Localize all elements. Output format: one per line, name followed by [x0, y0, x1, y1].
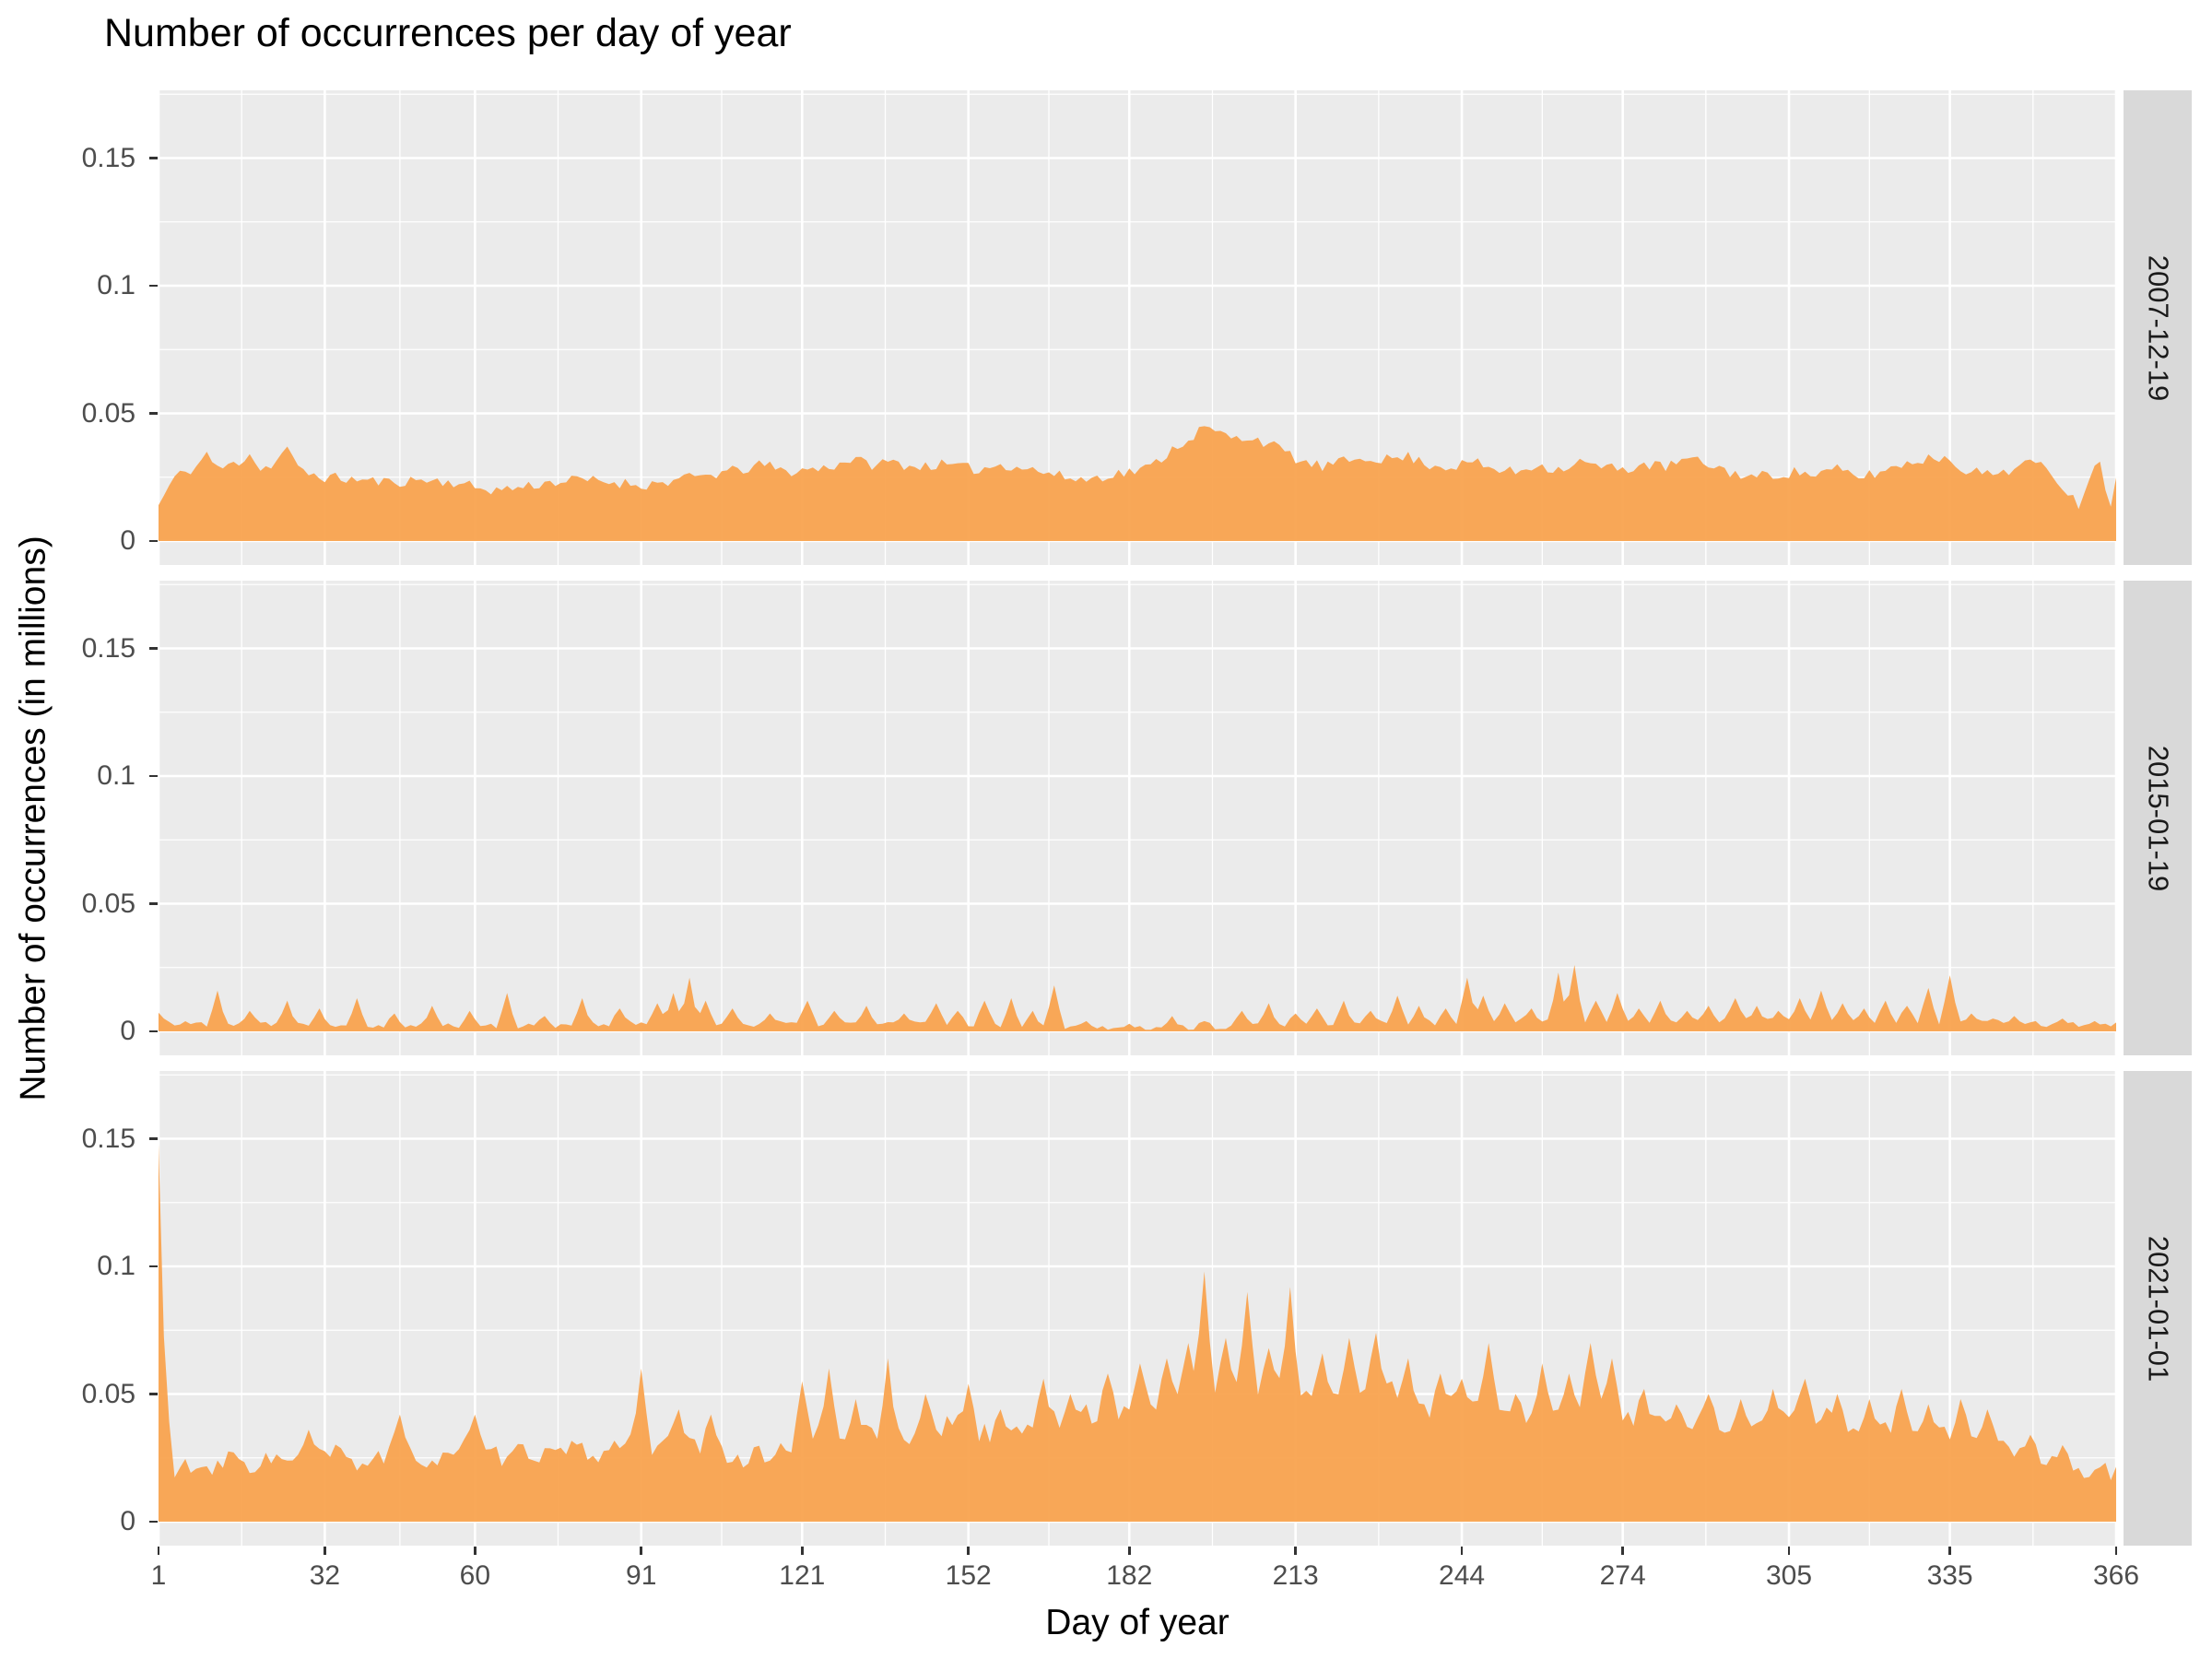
area-series-2015-01-19 [159, 965, 2116, 1031]
y-tick-label: 0 [120, 1506, 135, 1536]
y-tick-mark [149, 647, 158, 650]
x-tick-label: 152 [945, 1560, 992, 1591]
y-tick-mark [149, 412, 158, 415]
y-tick-mark [149, 1265, 158, 1268]
y-tick-mark [149, 1393, 158, 1395]
y-tick-mark [149, 1030, 158, 1033]
x-tick-mark [967, 1547, 970, 1555]
x-tick-mark [1621, 1547, 1624, 1555]
facet-strip-2015: 2015-01-19 [2124, 581, 2192, 1055]
facet-strip-label: 2021-01-01 [2142, 1235, 2175, 1382]
y-tick-mark [149, 1137, 158, 1140]
x-tick-label: 121 [779, 1560, 826, 1591]
y-tick-label: 0.15 [81, 632, 135, 664]
x-tick-mark [2114, 1547, 2118, 1555]
x-tick-label: 274 [1599, 1560, 1646, 1591]
facet-panel-2021 [159, 1071, 2116, 1546]
y-tick-label: 0.1 [97, 270, 135, 300]
y-tick-label: 0.05 [81, 888, 135, 919]
facet-plot-area [159, 90, 2116, 565]
facet-strip-label: 2007-12-19 [2142, 254, 2175, 401]
y-tick-mark [149, 774, 158, 778]
y-tick-label: 0.05 [81, 1378, 135, 1409]
x-tick-mark [1294, 1547, 1297, 1555]
y-tick-label: 0 [120, 525, 135, 556]
x-tick-mark [474, 1547, 477, 1555]
x-tick-mark [157, 1547, 160, 1555]
facet-panel-2007 [159, 90, 2116, 565]
x-tick-mark [640, 1547, 643, 1555]
y-tick-label: 0 [120, 1016, 135, 1046]
facet-strip-2007: 2007-12-19 [2124, 90, 2192, 565]
facet-strip-2021: 2021-01-01 [2124, 1071, 2192, 1546]
x-tick-label: 32 [309, 1560, 341, 1591]
area-series-2007-12-19 [159, 426, 2116, 541]
x-axis-title: Day of year [1045, 1603, 1230, 1642]
chart-title: Number of occurrences per day of year [104, 11, 792, 55]
x-tick-mark [1948, 1547, 1951, 1555]
y-tick-mark [149, 539, 158, 543]
facet-strip-label: 2015-01-19 [2142, 745, 2175, 891]
y-tick-mark [149, 1520, 158, 1524]
x-tick-label: 91 [626, 1560, 657, 1591]
y-tick-mark [149, 902, 158, 905]
facet-plot-area [159, 581, 2116, 1055]
x-tick-mark [1460, 1547, 1464, 1555]
y-tick-mark [149, 157, 158, 159]
facet-plot-area [159, 1071, 2116, 1546]
x-tick-mark [1127, 1547, 1131, 1555]
x-tick-label: 244 [1439, 1560, 1486, 1591]
y-tick-label: 0.15 [81, 142, 135, 173]
y-tick-label: 0.1 [97, 1251, 135, 1281]
x-tick-label: 60 [459, 1560, 491, 1591]
y-tick-label: 0.05 [81, 397, 135, 429]
x-tick-mark [801, 1547, 804, 1555]
x-tick-mark [1787, 1547, 1791, 1555]
y-tick-label: 0.1 [97, 760, 135, 791]
x-tick-label: 305 [1765, 1560, 1813, 1591]
area-series-2021-01-01 [159, 1144, 2116, 1522]
x-tick-label: 213 [1272, 1560, 1319, 1591]
x-tick-mark [324, 1547, 326, 1555]
y-tick-mark [149, 284, 158, 288]
x-tick-label: 1 [150, 1560, 167, 1591]
facet-panel-2015 [159, 581, 2116, 1055]
x-tick-label: 366 [2092, 1560, 2140, 1591]
y-tick-label: 0.15 [81, 1123, 135, 1154]
x-tick-label: 182 [1106, 1560, 1153, 1591]
y-axis-title-container: Number of occurrences (in millions) [7, 90, 61, 1546]
x-tick-label: 335 [1926, 1560, 1973, 1591]
